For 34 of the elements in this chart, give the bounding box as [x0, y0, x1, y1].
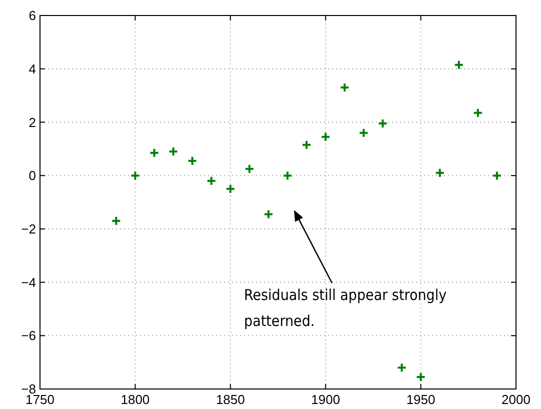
point	[263, 209, 274, 220]
point	[378, 118, 388, 129]
y-tick-label: 4	[28, 61, 36, 76]
y-tick-label: −6	[21, 328, 36, 344]
y-tick-label: −2	[21, 221, 36, 236]
y-tick-label: 0	[28, 168, 36, 184]
point	[168, 146, 178, 157]
y-tick-label: 6	[28, 8, 36, 24]
point	[472, 108, 483, 118]
point	[187, 156, 198, 166]
point	[130, 170, 140, 181]
point	[434, 168, 445, 178]
point	[396, 362, 407, 373]
point	[282, 170, 293, 181]
point	[358, 128, 369, 138]
point	[225, 184, 236, 194]
annotation: Residuals still appear strongly patterned.	[244, 286, 447, 330]
point	[244, 164, 254, 174]
x-tick-label: 1800	[120, 392, 150, 407]
point	[111, 216, 122, 226]
point	[492, 170, 502, 181]
y-tick-label: 2	[28, 114, 36, 130]
point	[320, 132, 331, 142]
point	[206, 176, 216, 186]
point	[416, 372, 426, 382]
x-tick-label: 1900	[311, 392, 340, 407]
point	[149, 148, 160, 158]
y-tick-label: −4	[21, 274, 36, 290]
point	[340, 82, 350, 93]
x-tick-label: 2000	[502, 392, 530, 407]
x-tick-label: 1950	[406, 392, 436, 407]
point	[454, 60, 464, 70]
point	[302, 140, 312, 150]
x-tick-label: 1850	[216, 392, 245, 407]
